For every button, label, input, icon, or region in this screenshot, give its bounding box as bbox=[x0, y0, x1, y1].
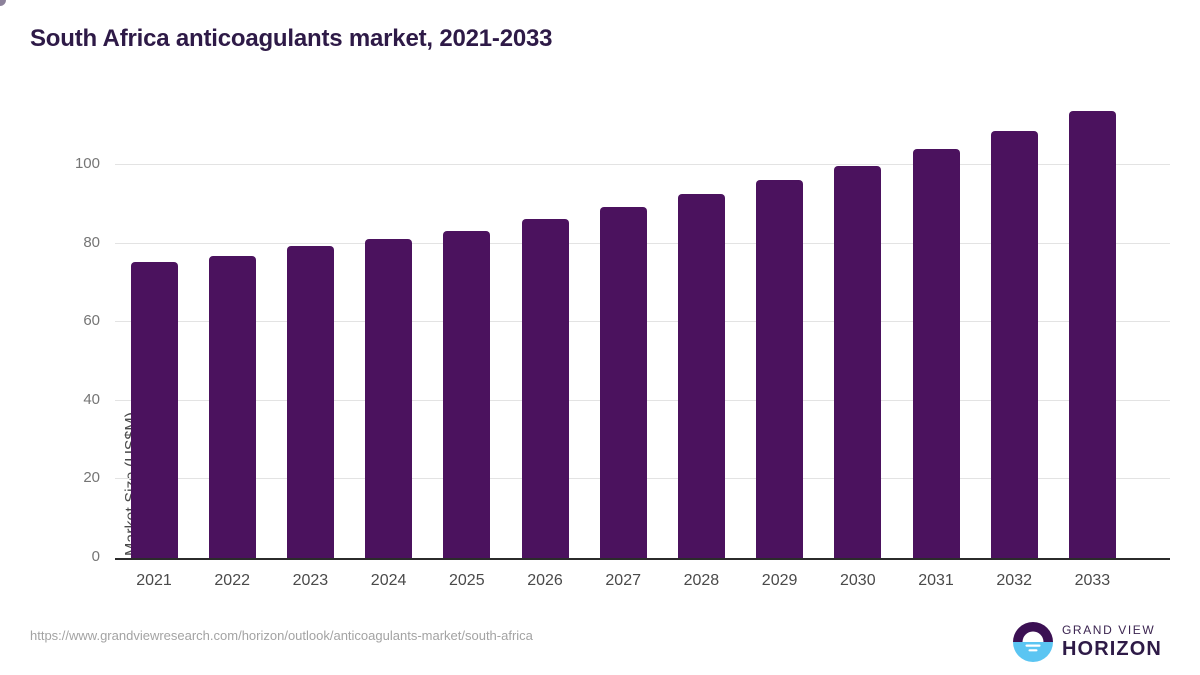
logo-wordmark: GRAND VIEW HORIZON bbox=[1062, 623, 1162, 660]
bar[interactable] bbox=[130, 262, 178, 558]
plot-area: Market Size (US$M) bbox=[115, 110, 1170, 558]
bar[interactable] bbox=[834, 166, 882, 558]
horizon-sun-icon bbox=[1013, 622, 1053, 662]
bar[interactable] bbox=[599, 207, 647, 558]
bar[interactable] bbox=[208, 256, 256, 558]
page-title: South Africa anticoagulants market, 2021… bbox=[30, 25, 553, 52]
x-axis-tick-label: 2031 bbox=[918, 572, 954, 589]
x-axis-tick-label: 2022 bbox=[214, 572, 250, 589]
logo-line-horizon: HORIZON bbox=[1062, 638, 1162, 660]
bar[interactable] bbox=[365, 238, 413, 558]
x-axis-tick-label: 2021 bbox=[136, 572, 172, 589]
x-axis-tick-label: 2033 bbox=[1074, 572, 1111, 589]
y-axis-tick-label: 100 bbox=[74, 155, 100, 172]
gridline bbox=[115, 164, 1170, 165]
y-axis-tick-label: 60 bbox=[83, 312, 100, 330]
logo-line-grand-view: GRAND VIEW bbox=[1062, 623, 1156, 637]
bar[interactable] bbox=[521, 218, 569, 558]
x-axis-tick-label: 2029 bbox=[761, 572, 798, 589]
y-axis-tick-label: 20 bbox=[83, 469, 100, 487]
bar[interactable] bbox=[677, 194, 725, 558]
page-corner-mark bbox=[0, 0, 6, 6]
x-axis-tick-label: 2026 bbox=[527, 572, 563, 589]
x-axis-tick-label: 2025 bbox=[449, 572, 485, 589]
source-url[interactable]: https://www.grandviewresearch.com/horizo… bbox=[30, 628, 533, 643]
x-axis-tick-label: 2023 bbox=[292, 572, 329, 589]
bar[interactable] bbox=[912, 148, 960, 558]
x-axis-tick-label: 2024 bbox=[370, 572, 407, 589]
bar[interactable] bbox=[286, 245, 334, 558]
bar[interactable] bbox=[1068, 110, 1116, 558]
y-axis-tick-label: 80 bbox=[83, 233, 100, 251]
y-axis-tick-label: 40 bbox=[83, 390, 100, 408]
x-axis-line bbox=[115, 558, 1170, 560]
x-axis-tick-label: 2028 bbox=[683, 572, 720, 589]
x-axis-tick-label: 2027 bbox=[605, 572, 641, 589]
x-axis-tick-label: 2032 bbox=[996, 572, 1032, 589]
x-axis-tick-label: 2030 bbox=[840, 572, 876, 589]
bar[interactable] bbox=[756, 180, 804, 558]
brand-logo: GRAND VIEW HORIZON bbox=[1012, 619, 1172, 665]
bar[interactable] bbox=[990, 130, 1038, 558]
y-axis-tick-label: 0 bbox=[91, 548, 100, 565]
bar[interactable] bbox=[443, 230, 491, 558]
